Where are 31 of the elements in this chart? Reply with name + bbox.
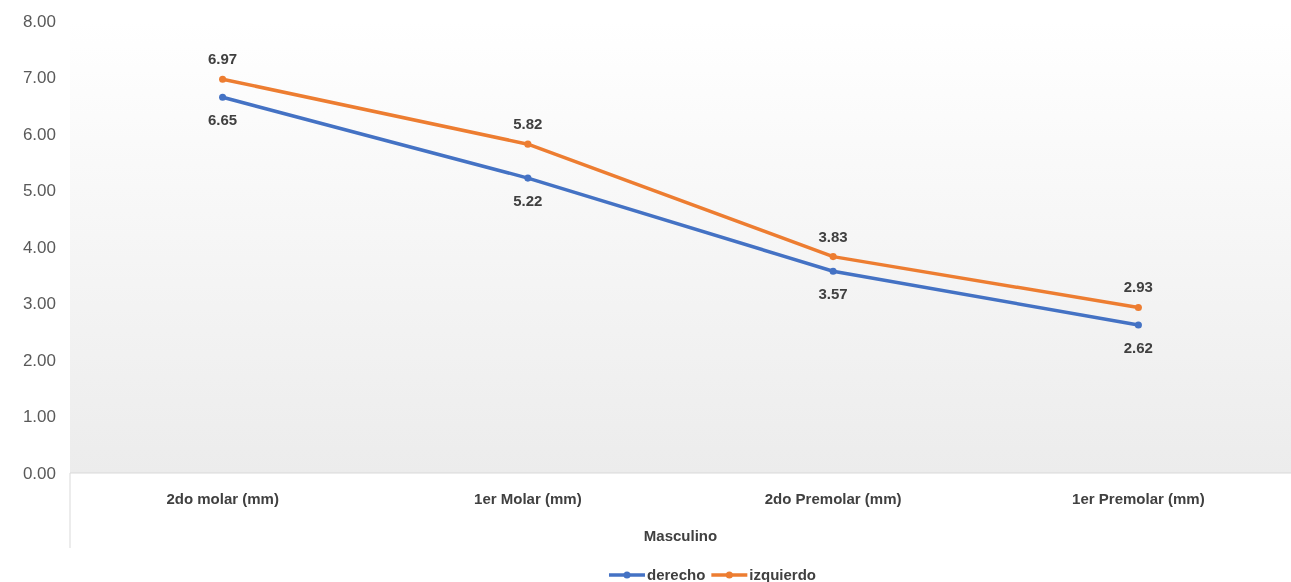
x-tick-label: 1er Premolar (mm) xyxy=(1072,489,1205,507)
y-tick-label: 1.00 xyxy=(22,407,56,427)
point xyxy=(829,267,837,275)
data-label: 5.22 xyxy=(513,192,543,210)
data-label: 5.82 xyxy=(513,115,543,133)
y-tick-label: 6.00 xyxy=(22,124,56,144)
y-tick-label: 7.00 xyxy=(22,68,56,88)
x-axis-title: Masculino xyxy=(643,527,718,544)
y-tick-label: 3.00 xyxy=(22,294,56,314)
legend-label: derecho xyxy=(646,566,706,582)
data-label: 2.62 xyxy=(1123,338,1153,356)
point xyxy=(1134,303,1142,312)
data-label: 6.97 xyxy=(208,50,238,68)
data-label: 6.65 xyxy=(208,111,238,129)
point xyxy=(524,140,532,148)
x-tick-label: 2do molar (mm) xyxy=(166,489,279,507)
y-tick-label: 8.00 xyxy=(22,11,56,31)
point xyxy=(1134,321,1142,329)
y-tick-label: 5.00 xyxy=(22,181,56,201)
point xyxy=(829,253,837,261)
point xyxy=(524,174,532,182)
x-tick-label: 2do Premolar (mm) xyxy=(764,489,902,507)
data-label: 3.83 xyxy=(818,227,848,245)
x-tick-label: 1er Molar (mm) xyxy=(474,489,582,507)
y-tick-label: 4.00 xyxy=(22,237,56,257)
data-label: 2.93 xyxy=(1123,278,1153,296)
point xyxy=(219,75,227,83)
data-label: 3.57 xyxy=(818,285,848,303)
y-tick-label: 0.00 xyxy=(22,463,56,483)
y-tick-label: 2.00 xyxy=(22,350,56,370)
point xyxy=(219,93,227,101)
